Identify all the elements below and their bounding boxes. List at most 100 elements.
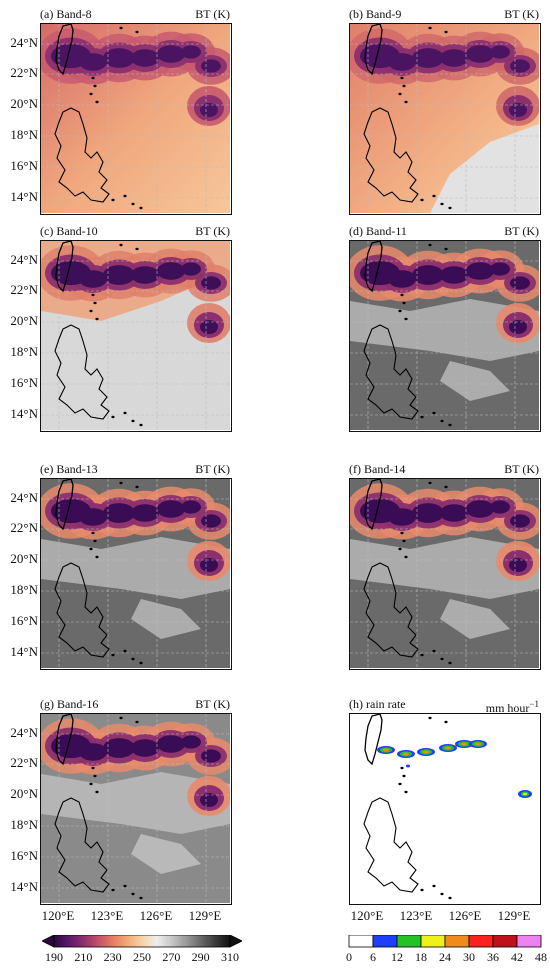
island (400, 76, 404, 80)
cloud-core (201, 749, 221, 763)
cloud-core (131, 504, 159, 522)
island (123, 649, 127, 653)
coastline-taiwan (364, 479, 383, 531)
island (440, 419, 444, 423)
island (448, 896, 452, 900)
island (432, 884, 436, 888)
lat-tick-label: 14°N (10, 644, 38, 659)
island (420, 198, 424, 202)
map-image (350, 714, 539, 903)
island (111, 653, 115, 657)
rain-colorbar-segment (492, 935, 518, 948)
cloud-core (103, 503, 135, 523)
coastline-taiwan (55, 24, 74, 76)
coastline-luzon (54, 324, 110, 420)
rain-cell (523, 792, 527, 796)
lat-tick-label: 24°N (10, 252, 38, 267)
island (91, 766, 95, 770)
bt-colorbar-tick: 290 (191, 950, 210, 964)
cloud-core (440, 49, 468, 67)
cloud-core (388, 270, 416, 288)
panel-unit-exponent: −1 (529, 699, 539, 709)
island (398, 92, 402, 96)
lat-tick-label: 14°N (10, 879, 38, 894)
panel-unit: BT (K) (142, 7, 230, 21)
bt-colorbar-tick: 230 (103, 950, 122, 964)
cloud-core (131, 739, 159, 757)
bt-colorbar-tick: 250 (133, 950, 151, 964)
coastline-luzon (363, 562, 419, 658)
island (420, 415, 424, 419)
island (428, 716, 432, 720)
lat-tick-label: 22°N (10, 520, 38, 535)
map-panel (40, 713, 232, 905)
cloud-core (181, 500, 201, 514)
panel-unit: BT (K) (142, 224, 230, 238)
map-image (41, 479, 230, 668)
rain-cell (406, 764, 410, 768)
coastline-luzon (54, 562, 110, 658)
rain-cell (461, 742, 467, 746)
cloud-core (181, 735, 201, 749)
bt-colorbar-tick: 270 (162, 950, 181, 964)
island (119, 243, 123, 247)
panel-title: (b) Band-9 (349, 7, 402, 21)
lat-tick-label: 22°N (10, 282, 38, 297)
cloud-core (131, 266, 159, 284)
coastline-taiwan (364, 24, 383, 76)
lat-tick-label: 18°N (10, 344, 38, 359)
panel-title: (d) Band-11 (349, 224, 407, 238)
rain-cell (383, 748, 389, 752)
rain-cell (423, 750, 429, 754)
map-panel (40, 240, 232, 432)
island (432, 194, 436, 198)
island (402, 84, 406, 88)
island (123, 884, 127, 888)
island (95, 555, 99, 559)
island (89, 92, 93, 96)
cloud-core (200, 320, 218, 334)
island (131, 202, 135, 206)
island (444, 720, 448, 724)
island (93, 84, 97, 88)
cloud-core (157, 735, 185, 753)
coastline-taiwan (55, 714, 74, 766)
island (89, 309, 93, 313)
cloud-core (79, 743, 107, 761)
lat-tick-label: 22°N (10, 65, 38, 80)
lon-tick-label: 129°E (188, 908, 222, 923)
panel-title: (e) Band-13 (40, 462, 98, 476)
island (444, 485, 448, 489)
rain-cell (403, 752, 409, 756)
island (448, 661, 452, 665)
coastline-luzon (363, 797, 419, 893)
island (123, 194, 127, 198)
colorbar-gradient (53, 935, 231, 948)
cloud-core (490, 500, 510, 514)
cloud-core (157, 262, 185, 280)
island (404, 790, 408, 794)
island (428, 243, 432, 247)
island (91, 531, 95, 535)
lat-tick-label: 20°N (10, 313, 38, 328)
panel-unit-text: BT (K) (195, 7, 230, 21)
island (135, 720, 139, 724)
cloud-core (510, 276, 530, 290)
island (95, 790, 99, 794)
island (398, 309, 402, 313)
lat-tick-label: 18°N (10, 817, 38, 832)
rain-colorbar-tick: 30 (463, 950, 475, 964)
map-image (350, 241, 539, 430)
cloud-core (510, 514, 530, 528)
rain-colorbar-image (348, 935, 542, 948)
cloud-core (200, 558, 218, 572)
cloud-core (200, 793, 218, 807)
cloud-core (509, 103, 527, 117)
coastline-luzon (54, 107, 110, 203)
cloud-core (201, 276, 221, 290)
cloud-core (509, 558, 527, 572)
cloud-core (79, 508, 107, 526)
panel-unit-text: BT (K) (195, 697, 230, 711)
panel-title: (c) Band-10 (40, 224, 98, 238)
lon-tick-label: 120°E (350, 908, 384, 923)
